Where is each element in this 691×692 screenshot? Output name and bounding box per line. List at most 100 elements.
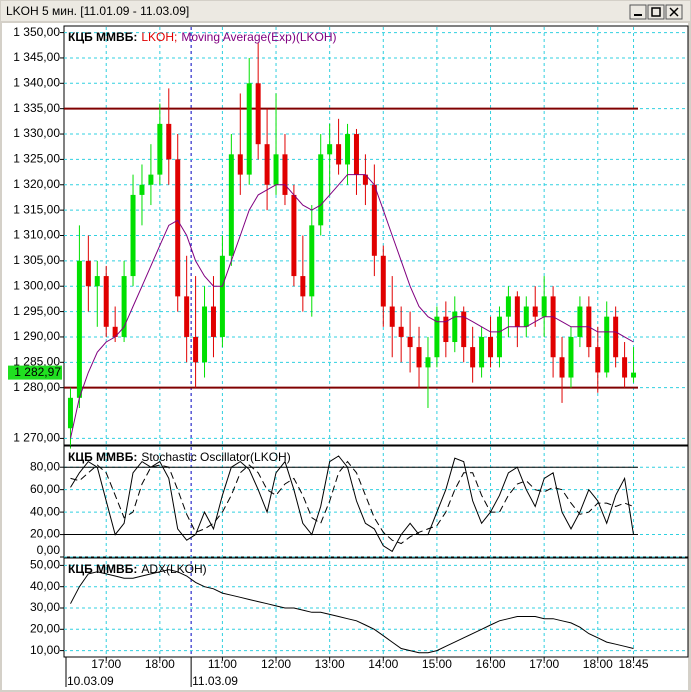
candle-body [246, 83, 252, 175]
y-tick-label: 1 310,00 [13, 228, 60, 242]
candle-body [595, 347, 601, 373]
candle-body [407, 336, 413, 348]
y-tick-label: 1 320,00 [13, 177, 60, 191]
candle-body [318, 154, 324, 226]
candle-body [470, 347, 476, 368]
y-tick-label: 1 280,00 [13, 380, 60, 394]
candle-body [273, 154, 279, 185]
candle-body [130, 194, 136, 277]
window-buttons [629, 4, 683, 20]
candle-body [282, 154, 288, 195]
y-tick-label: 60,00 [30, 482, 60, 496]
x-tick-label: 13:00 [315, 657, 345, 671]
candle-body [148, 174, 154, 185]
candle-body [514, 296, 520, 327]
x-tick-label: 12:00 [261, 657, 291, 671]
y-tick-label: 1 325,00 [13, 152, 60, 166]
candle-body [85, 260, 91, 287]
candle-body [425, 357, 431, 368]
y-tick-label: 40,00 [30, 504, 60, 518]
maximize-button[interactable] [647, 4, 665, 20]
candle-body [577, 306, 583, 337]
y-tick-label: 0,00 [37, 543, 61, 557]
candle-body [479, 336, 485, 368]
y-tick-label: 1 295,00 [13, 304, 60, 318]
legend-source: КЦБ ММВБ: [68, 450, 137, 464]
candle-body [523, 306, 529, 327]
candle-body [568, 336, 574, 378]
candle-body [300, 276, 306, 297]
legend-indicator: Stochastic Oscillator(LKOH) [141, 450, 290, 464]
y-tick-label: 1 300,00 [13, 278, 60, 292]
x-tick-label: 16:00 [476, 657, 506, 671]
legend-series: Moving Average(Exp)(LKOH) [181, 30, 336, 44]
candle-body [389, 306, 395, 327]
candle-body [264, 144, 270, 185]
minimize-button[interactable] [629, 4, 647, 20]
candle-body [309, 225, 315, 297]
x-tick-label: 14:00 [368, 657, 398, 671]
indicator-line [70, 569, 634, 654]
legend-indicator: ADX(LKOH) [141, 562, 206, 576]
candle-body [76, 260, 82, 398]
last-price-box [8, 365, 62, 380]
window-title: LKOH 5 мин. [11.01.09 - 11.03.09] [6, 4, 189, 18]
candle-body [443, 316, 449, 343]
y-tick-label: 1 305,00 [13, 253, 60, 267]
candle-body [121, 276, 127, 337]
candle-body [175, 159, 181, 297]
legend: КЦБ ММВБ: LKOH; Moving Average(Exp)(LKOH) [68, 30, 337, 44]
y-tick-label: 50,00 [30, 558, 60, 572]
candle-body [202, 306, 208, 363]
legend-source: КЦБ ММВБ: [68, 30, 137, 44]
candle-body [219, 255, 225, 337]
y-tick-label: 1 290,00 [13, 329, 60, 343]
y-tick-label: 10,00 [30, 643, 60, 657]
y-tick-label: 1 335,00 [13, 101, 60, 115]
legend-instrument: LKOH; [141, 30, 177, 44]
candle-body [139, 184, 145, 195]
y-tick-label: 40,00 [30, 579, 60, 593]
x-tick-label: 18:00 [145, 657, 175, 671]
candle-body [434, 316, 440, 358]
y-tick-label: 1 330,00 [13, 126, 60, 140]
candle-body [559, 357, 565, 378]
candle-body [452, 311, 458, 343]
chart-area [2, 23, 688, 690]
y-tick-label: 1 345,00 [13, 50, 60, 64]
maximize-glyph [651, 7, 661, 17]
last-price-label: 1 282,97 [14, 365, 61, 379]
candle-body [112, 326, 118, 337]
candle-body [166, 123, 172, 160]
y-tick-label: 20,00 [30, 621, 60, 635]
candle-body [371, 184, 377, 256]
x-tick-label: 17:00 [91, 657, 121, 671]
title-bar [1, 1, 690, 21]
candle-body [496, 316, 502, 358]
legend: КЦБ ММВБ: Stochastic Oscillator(LKOH) [68, 450, 291, 464]
candle-body [613, 316, 619, 358]
candle-body [541, 296, 547, 317]
date-label: 10.03.09 [67, 674, 114, 688]
x-tick-label: 18:00 [583, 657, 613, 671]
candle-body [103, 276, 109, 327]
candle-body [398, 326, 404, 337]
candle-body [604, 316, 610, 373]
moving-average-line [70, 174, 634, 439]
candle-body [67, 397, 73, 429]
candle-body [327, 144, 333, 155]
candle-body [345, 134, 351, 165]
candle-body [550, 296, 556, 358]
indicator-line [70, 460, 634, 545]
y-tick-label: 20,00 [30, 527, 60, 541]
candle-body [622, 357, 628, 378]
candle-body [184, 296, 190, 337]
x-tick-label: 18:45 [619, 657, 649, 671]
x-tick-label: 11:00 [208, 657, 237, 671]
y-tick-label: 1 315,00 [13, 202, 60, 216]
y-tick-label: 1 340,00 [13, 75, 60, 89]
candle-body [193, 336, 199, 363]
x-tick-label: 15:00 [422, 657, 452, 671]
